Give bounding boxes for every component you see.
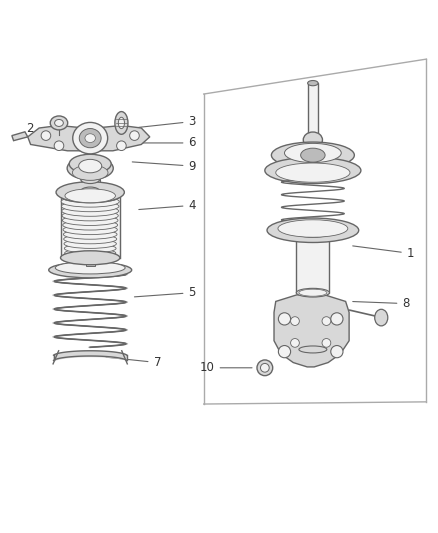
Polygon shape [12, 132, 28, 141]
Ellipse shape [291, 222, 335, 237]
Ellipse shape [85, 134, 95, 142]
Ellipse shape [50, 116, 68, 130]
Text: 7: 7 [106, 356, 161, 369]
Ellipse shape [265, 157, 361, 183]
Ellipse shape [299, 289, 327, 296]
Ellipse shape [64, 235, 117, 244]
Ellipse shape [79, 128, 101, 148]
Bar [296, 231, 329, 293]
Ellipse shape [118, 117, 124, 128]
Ellipse shape [73, 123, 108, 154]
Text: 5: 5 [134, 286, 196, 299]
Circle shape [290, 317, 299, 326]
Ellipse shape [72, 165, 108, 180]
Ellipse shape [63, 225, 117, 235]
Circle shape [331, 345, 343, 358]
Ellipse shape [307, 135, 318, 140]
Bar [307, 83, 318, 138]
Circle shape [279, 345, 290, 358]
Circle shape [41, 131, 51, 140]
Ellipse shape [62, 211, 118, 221]
Ellipse shape [278, 220, 348, 237]
Ellipse shape [61, 196, 119, 207]
Circle shape [54, 141, 64, 150]
Polygon shape [274, 295, 349, 367]
Text: 4: 4 [139, 199, 196, 212]
Circle shape [279, 313, 290, 325]
Ellipse shape [60, 251, 120, 265]
Text: 10: 10 [200, 361, 252, 374]
Text: 2: 2 [26, 123, 66, 135]
Ellipse shape [267, 218, 359, 243]
Ellipse shape [61, 201, 119, 212]
Ellipse shape [299, 346, 327, 353]
Ellipse shape [79, 159, 102, 173]
Ellipse shape [303, 132, 322, 148]
Text: 6: 6 [139, 136, 196, 149]
Ellipse shape [300, 148, 325, 162]
Circle shape [290, 338, 299, 348]
Ellipse shape [285, 143, 341, 163]
Ellipse shape [63, 220, 118, 230]
Ellipse shape [296, 227, 329, 235]
Circle shape [331, 313, 343, 325]
Ellipse shape [81, 175, 100, 183]
Text: 3: 3 [139, 115, 196, 128]
Ellipse shape [65, 248, 116, 257]
Circle shape [261, 364, 269, 372]
Bar [299, 293, 327, 350]
Ellipse shape [276, 163, 350, 182]
Ellipse shape [67, 157, 113, 180]
Ellipse shape [61, 191, 120, 203]
Ellipse shape [64, 230, 117, 239]
Circle shape [322, 338, 331, 348]
Ellipse shape [374, 309, 388, 326]
Ellipse shape [115, 111, 128, 134]
Circle shape [257, 360, 273, 376]
Circle shape [130, 131, 139, 140]
Ellipse shape [296, 288, 329, 297]
Ellipse shape [63, 215, 118, 225]
Ellipse shape [55, 262, 125, 274]
Ellipse shape [307, 80, 318, 86]
Text: 1: 1 [353, 246, 414, 260]
Text: 8: 8 [353, 297, 410, 310]
Bar [81, 179, 100, 191]
Ellipse shape [65, 253, 116, 262]
Ellipse shape [62, 206, 119, 216]
Ellipse shape [81, 187, 100, 196]
Bar [86, 258, 95, 265]
Ellipse shape [55, 119, 64, 126]
Circle shape [322, 317, 331, 326]
Ellipse shape [69, 154, 111, 174]
Ellipse shape [64, 244, 116, 253]
Ellipse shape [60, 187, 120, 198]
Text: 9: 9 [132, 159, 196, 173]
Ellipse shape [272, 142, 354, 168]
Ellipse shape [64, 239, 117, 248]
Circle shape [117, 141, 126, 150]
Ellipse shape [56, 182, 124, 203]
Polygon shape [28, 125, 150, 151]
Ellipse shape [65, 189, 116, 203]
Ellipse shape [49, 262, 132, 278]
